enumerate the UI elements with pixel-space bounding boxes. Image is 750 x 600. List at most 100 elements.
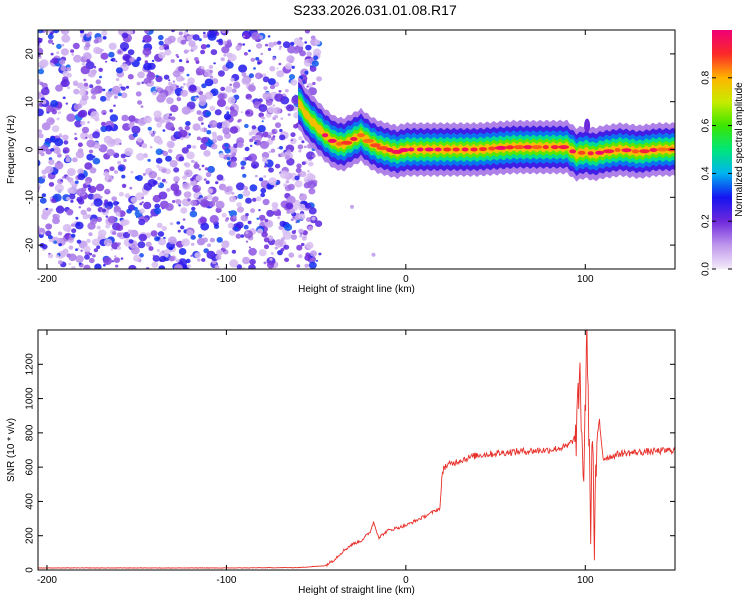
- noise-speckle: [103, 238, 113, 247]
- noise-speckle: [308, 261, 317, 269]
- noise-speckle: [92, 131, 100, 139]
- noise-speckle: [229, 109, 238, 117]
- noise-speckle: [265, 99, 273, 106]
- noise-speckle: [93, 46, 101, 55]
- noise-speckle: [105, 215, 109, 218]
- noise-speckle: [119, 83, 123, 87]
- noise-speckle: [245, 231, 249, 235]
- noise-speckle: [88, 149, 94, 154]
- noise-speckle: [108, 51, 115, 58]
- noise-speckle: [161, 178, 166, 183]
- x-tick-label: -200: [37, 274, 57, 285]
- noise-speckle: [114, 255, 117, 258]
- noise-speckle: [67, 86, 71, 90]
- noise-speckle: [115, 67, 123, 74]
- noise-speckle: [66, 196, 71, 201]
- y-axis-label: Frequency (Hz): [6, 115, 17, 184]
- noise-speckle: [305, 252, 311, 257]
- ridge-peak: [587, 151, 594, 156]
- noise-speckle: [128, 204, 136, 211]
- noise-speckle: [67, 168, 76, 176]
- noise-speckle: [68, 262, 71, 266]
- noise-speckle: [121, 114, 129, 122]
- noise-speckle: [268, 132, 272, 136]
- noise-speckle: [144, 30, 150, 34]
- noise-speckle: [262, 73, 267, 77]
- noise-speckle: [38, 133, 44, 139]
- noise-speckle: [245, 240, 249, 243]
- noise-speckle: [241, 76, 251, 85]
- noise-speckle: [209, 215, 219, 224]
- noise-speckle: [276, 67, 279, 70]
- noise-speckle: [318, 252, 322, 256]
- noise-speckle: [202, 234, 205, 237]
- noise-speckle: [62, 224, 72, 232]
- noise-speckle: [206, 194, 213, 200]
- noise-speckle: [52, 217, 60, 225]
- noise-speckle: [177, 136, 180, 139]
- noise-speckle: [77, 168, 84, 175]
- noise-speckle: [71, 228, 77, 233]
- noise-speckle: [73, 54, 82, 63]
- noise-speckle: [170, 104, 179, 113]
- noise-speckle: [301, 236, 307, 241]
- noise-speckle: [181, 106, 191, 115]
- ridge-peak: [434, 147, 442, 152]
- noise-speckle: [98, 67, 103, 72]
- noise-speckle: [115, 264, 119, 268]
- noise-speckle: [203, 196, 208, 200]
- spectral-blob: [584, 118, 591, 133]
- noise-speckle: [257, 228, 264, 234]
- ridge-peak: [649, 148, 658, 152]
- noise-speckle: [314, 39, 321, 46]
- noise-speckle: [102, 36, 107, 40]
- noise-speckle: [83, 264, 91, 269]
- spectrogram-layer: [34, 30, 675, 269]
- noise-speckle: [218, 250, 223, 255]
- noise-speckle: [72, 42, 80, 50]
- noise-speckle: [231, 192, 235, 195]
- noise-speckle: [304, 30, 310, 34]
- noise-speckle: [260, 192, 266, 198]
- noise-speckle: [69, 180, 76, 186]
- noise-speckle: [237, 206, 244, 213]
- noise-speckle: [242, 31, 251, 40]
- y-tick-label: 400: [25, 493, 36, 510]
- noise-speckle: [34, 133, 37, 136]
- noise-speckle: [47, 235, 53, 240]
- noise-speckle: [298, 213, 306, 220]
- noise-speckle: [118, 191, 124, 197]
- noise-speckle: [296, 244, 303, 251]
- noise-speckle: [240, 160, 247, 166]
- noise-speckle: [173, 189, 182, 197]
- noise-speckle: [220, 57, 225, 62]
- noise-speckle: [50, 59, 54, 63]
- noise-speckle: [142, 173, 146, 176]
- noise-speckle: [175, 259, 180, 263]
- noise-speckle: [249, 258, 256, 265]
- ridge-peak: [542, 145, 549, 150]
- noise-speckle: [196, 136, 201, 141]
- noise-speckle: [307, 225, 313, 231]
- noise-speckle: [158, 191, 168, 200]
- spectral-blob: [371, 252, 376, 257]
- noise-speckle: [47, 39, 54, 44]
- noise-speckle: [87, 70, 96, 78]
- noise-speckle: [245, 93, 252, 100]
- noise-speckle: [75, 150, 85, 159]
- noise-speckle: [137, 241, 146, 249]
- ridge-peak: [488, 146, 496, 151]
- noise-speckle: [91, 238, 101, 246]
- colorbar-tick-label: 0.0: [701, 262, 712, 276]
- colorbar-tick-label: 0.8: [701, 70, 712, 84]
- noise-speckle: [189, 210, 198, 218]
- noise-speckle: [236, 221, 244, 229]
- ridge-peak: [327, 138, 337, 143]
- noise-speckle: [229, 83, 232, 87]
- noise-speckle: [42, 207, 52, 216]
- noise-speckle: [286, 104, 294, 112]
- noise-speckle: [233, 226, 239, 231]
- noise-speckle: [165, 203, 174, 211]
- noise-speckle: [176, 97, 182, 102]
- noise-speckle: [87, 222, 96, 230]
